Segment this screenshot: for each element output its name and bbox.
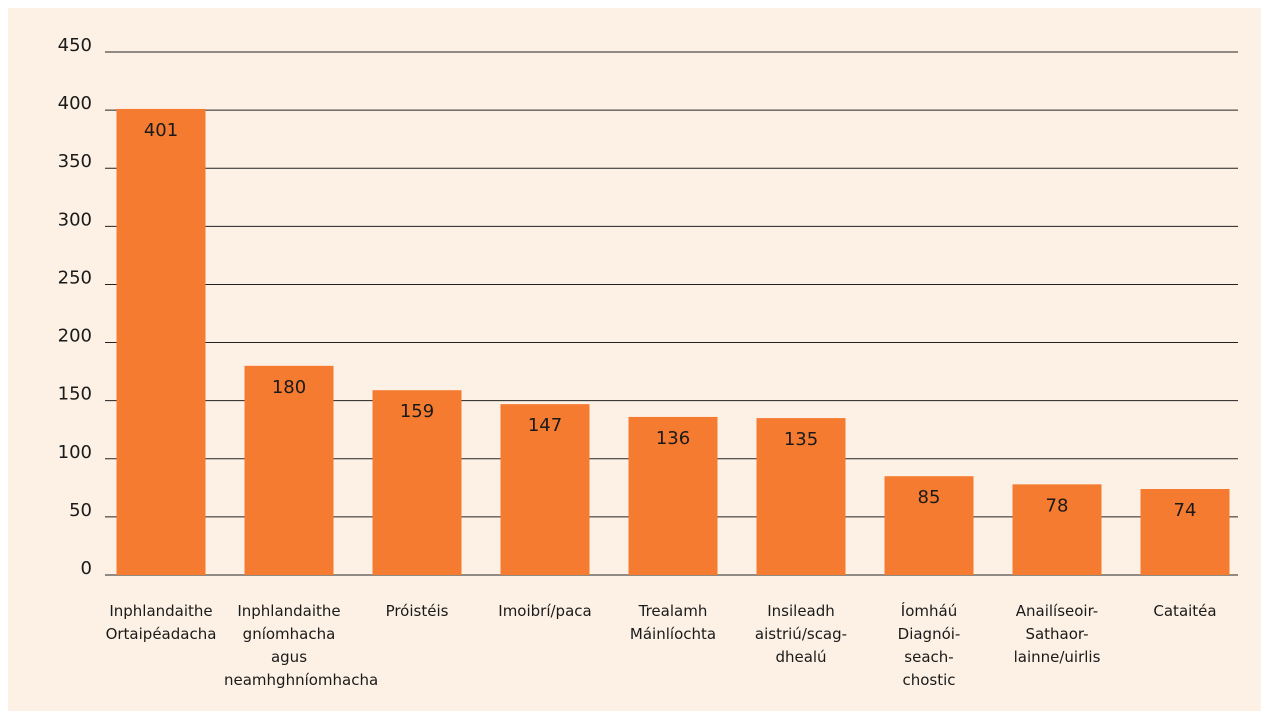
bar (756, 418, 846, 575)
bar (372, 390, 462, 575)
y-tick-label: 50 (69, 500, 92, 521)
x-tick-label: Cataitéa (1153, 602, 1217, 620)
x-tick-label: Inphlandaithe gníomhacha agus neamhghnío… (224, 602, 379, 689)
y-tick-label: 200 (58, 326, 92, 347)
value-label: 136 (656, 428, 690, 449)
y-tick-label: 450 (58, 35, 92, 56)
value-label: 401 (144, 120, 178, 141)
x-tick-label: Anailíseoir- Sathaor- lainne/uirlis (1013, 602, 1101, 666)
x-tick-label: Trealamh Máinlíochta (629, 602, 717, 643)
value-label: 74 (1174, 500, 1197, 521)
y-tick-label: 300 (58, 209, 92, 230)
bar (500, 404, 590, 575)
bar (1012, 484, 1102, 575)
bar (884, 476, 974, 575)
bar (628, 416, 718, 575)
x-tick-label: Íomháú Diagnói- seach- chostic (897, 602, 961, 689)
y-tick-label: 250 (58, 267, 92, 288)
chart-panel (8, 8, 1261, 711)
y-tick-label: 400 (58, 93, 92, 114)
value-label: 180 (272, 377, 306, 398)
value-label: 85 (918, 487, 941, 508)
x-tick-label: Imoibrí/paca (498, 602, 592, 620)
bar (116, 108, 206, 576)
y-tick-label: 150 (58, 384, 92, 405)
x-tick-label: Insileadh aistriú/scag- dhealú (754, 602, 848, 666)
x-tick-label: Inphlandaithe Ortaipéadacha (105, 602, 217, 643)
y-tick-label: 0 (81, 558, 92, 579)
value-label: 147 (528, 415, 562, 436)
value-label: 78 (1046, 495, 1069, 516)
bar (244, 365, 334, 575)
y-tick-label: 100 (58, 442, 92, 463)
value-label: 135 (784, 429, 818, 450)
bar (1140, 488, 1230, 575)
y-tick-label: 350 (58, 151, 92, 172)
x-tick-label: Próistéis (385, 602, 449, 620)
value-label: 159 (400, 401, 434, 422)
